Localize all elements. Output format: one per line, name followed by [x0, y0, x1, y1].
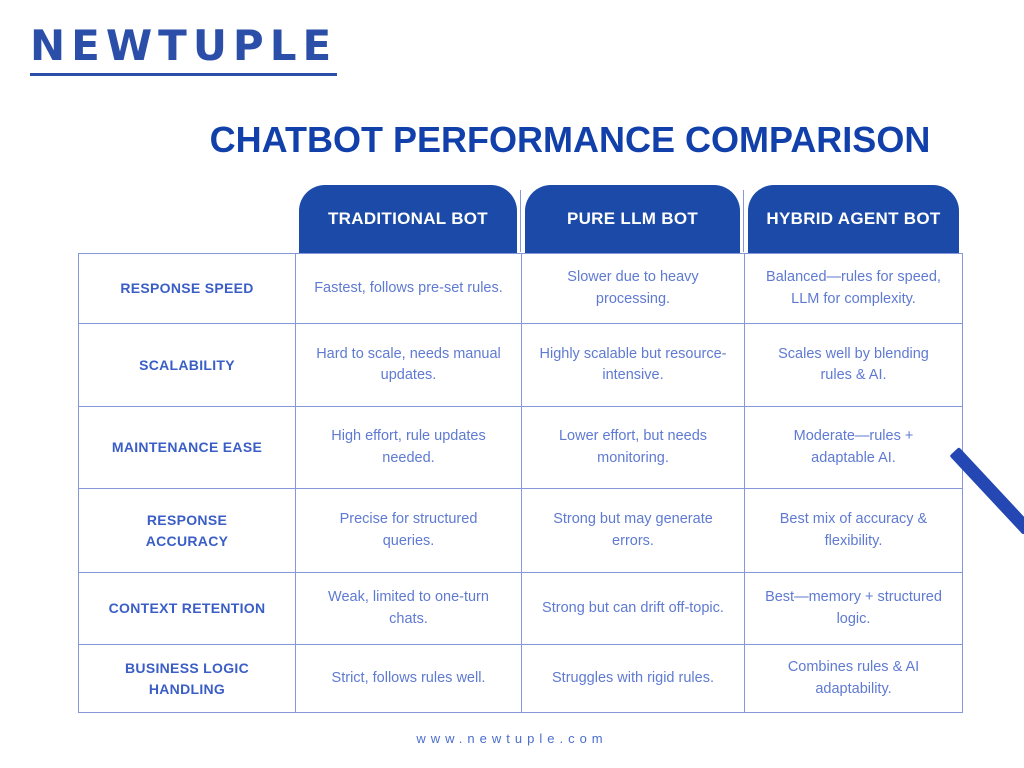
table-cell: Strong but can drift off-topic.: [521, 572, 744, 644]
logo-wordmark: NEWTUPLE: [30, 21, 338, 70]
table-cell: Highly scalable but resource-intensive.: [521, 323, 744, 406]
column-header-hybrid-agent-bot: HYBRID AGENT BOT: [748, 185, 959, 253]
table-header-row: TRADITIONAL BOT PURE LLM BOT HYBRID AGENT …: [78, 185, 963, 253]
table-cell: Scales well by blending rules & AI.: [744, 323, 962, 406]
table-cell: Combines rules & AI adaptability.: [744, 644, 962, 712]
table-cell: High effort, rule updates needed.: [295, 406, 521, 488]
table-cell: Precise for structured queries.: [295, 488, 521, 572]
header-column-divider: [520, 190, 521, 252]
table-cell: Weak, limited to one-turn chats.: [295, 572, 521, 644]
comparison-table-body: RESPONSE SPEED Fastest, follows pre-set r…: [78, 253, 963, 713]
table-cell: Hard to scale, needs manual updates.: [295, 323, 521, 406]
table-cell: Balanced—rules for speed, LLM for comple…: [744, 254, 962, 323]
table-cell: Slower due to heavy processing.: [521, 254, 744, 323]
column-header-pure-llm-bot: PURE LLM BOT: [525, 185, 740, 253]
row-label: RESPONSE ACCURACY: [79, 488, 295, 572]
row-label: MAINTENANCE EASE: [79, 406, 295, 488]
row-label: BUSINESS LOGIC HANDLING: [79, 644, 295, 712]
table-cell: Strong but may generate errors.: [521, 488, 744, 572]
table-cell: Struggles with rigid rules.: [521, 644, 744, 712]
table-cell: Fastest, follows pre-set rules.: [295, 254, 521, 323]
table-cell: Best—memory + structured logic.: [744, 572, 962, 644]
table-cell: Best mix of accuracy & flexibility.: [744, 488, 962, 572]
header-spacer: [78, 185, 295, 253]
website-url: www.newtuple.com: [416, 731, 608, 746]
row-label: CONTEXT RETENTION: [79, 572, 295, 644]
column-header-traditional-bot: TRADITIONAL BOT: [299, 185, 517, 253]
page-title: CHATBOT PERFORMANCE COMPARISON: [209, 119, 931, 160]
row-label: SCALABILITY: [79, 323, 295, 406]
table-cell: Lower effort, but needs monitoring.: [521, 406, 744, 488]
header-column-divider: [743, 190, 744, 252]
logo-underline: [30, 73, 338, 77]
row-label: RESPONSE SPEED: [120, 280, 254, 296]
newtuple-logo: NEWTUPLE: [30, 21, 338, 77]
table-cell: Moderate—rules + adaptable AI.: [744, 406, 962, 488]
table-cell: Strict, follows rules well.: [295, 644, 521, 712]
